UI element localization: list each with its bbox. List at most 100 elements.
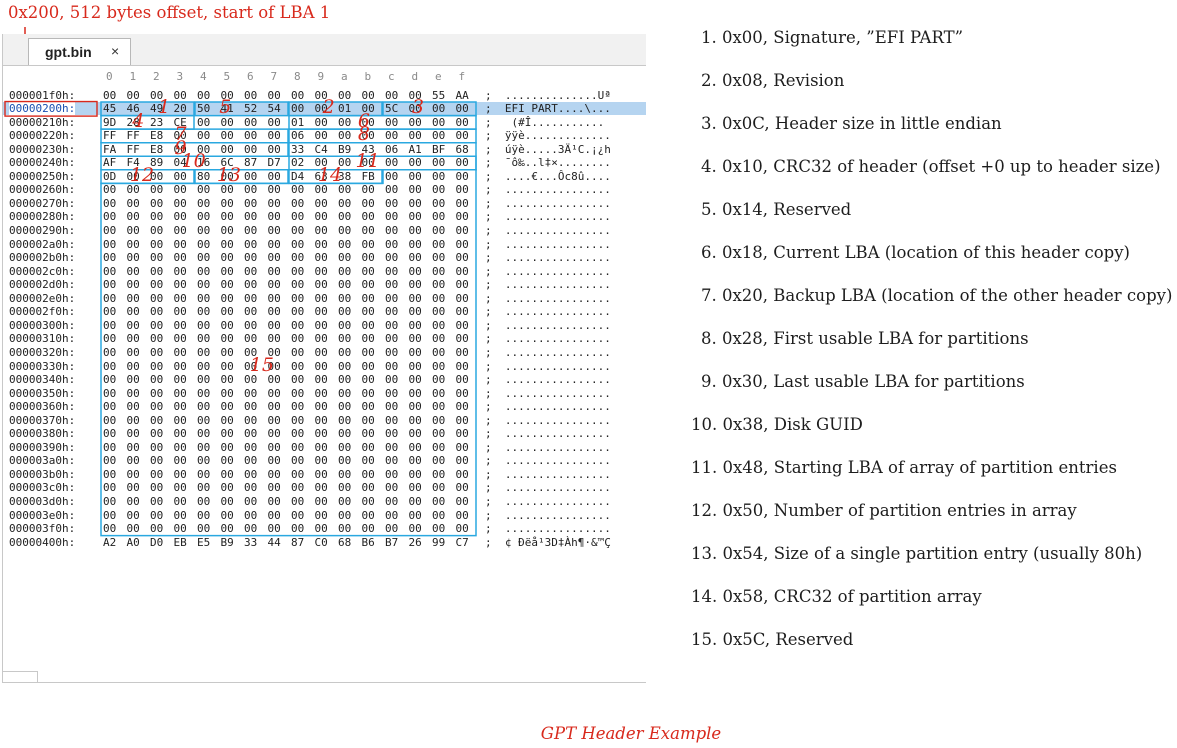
hex-byte[interactable]: 00 (361, 345, 375, 359)
hex-byte[interactable]: 04 (173, 156, 187, 170)
hex-byte[interactable]: FB (361, 169, 375, 183)
hex-byte[interactable]: 00 (220, 508, 234, 522)
hex-byte[interactable]: 00 (197, 237, 211, 251)
hex-byte[interactable]: 00 (103, 345, 117, 359)
hex-byte[interactable]: 00 (220, 237, 234, 251)
hex-byte[interactable]: 00 (267, 196, 281, 210)
hex-byte[interactable]: 00 (455, 278, 469, 292)
hex-byte[interactable]: 00 (244, 427, 258, 441)
hex-byte[interactable]: 00 (197, 413, 211, 427)
hex-byte[interactable]: 00 (173, 440, 187, 454)
hex-byte[interactable]: 00 (103, 318, 117, 332)
hex-byte[interactable]: 00 (338, 224, 352, 237)
hex-byte[interactable]: 00 (150, 251, 164, 265)
hex-byte[interactable]: 00 (103, 413, 117, 427)
hex-byte[interactable]: 00 (150, 359, 164, 373)
hex-byte[interactable]: 00 (126, 481, 140, 495)
hex-byte[interactable]: 00 (126, 264, 140, 278)
hex-byte[interactable]: 00 (103, 427, 117, 441)
hex-byte[interactable]: 00 (408, 345, 422, 359)
hex-byte[interactable]: 87 (291, 535, 305, 549)
hex-byte[interactable]: 00 (408, 156, 422, 170)
hex-byte[interactable]: 00 (173, 237, 187, 251)
hex-byte[interactable]: 00 (267, 237, 281, 251)
hex-byte[interactable]: 00 (197, 400, 211, 414)
hex-byte[interactable]: 00 (244, 359, 258, 373)
hex-byte[interactable]: 00 (126, 467, 140, 481)
hex-byte[interactable]: 00 (314, 88, 328, 102)
hex-byte[interactable]: 00 (220, 332, 234, 346)
hex-byte[interactable]: 00 (361, 467, 375, 481)
hex-byte[interactable]: 00 (103, 359, 117, 373)
hex-byte[interactable]: 00 (314, 264, 328, 278)
hex-byte[interactable]: 06 (291, 129, 305, 143)
hex-row[interactable]: 000001f0h: 00 00 00 00 00 00 00 00 00 00 00 00 00 00 55… (3, 89, 646, 102)
hex-byte[interactable]: 00 (314, 115, 328, 129)
hex-byte[interactable]: 00 (432, 508, 446, 522)
hex-byte[interactable]: 00 (455, 508, 469, 522)
hex-byte[interactable]: 00 (244, 386, 258, 400)
hex-byte[interactable]: 00 (361, 129, 375, 143)
hex-byte[interactable]: 00 (244, 224, 258, 237)
hex-byte[interactable]: 00 (244, 332, 258, 346)
hex-byte[interactable]: 00 (455, 237, 469, 251)
hex-byte[interactable]: 00 (126, 318, 140, 332)
hex-byte[interactable]: 00 (432, 305, 446, 319)
hex-byte[interactable]: F4 (126, 156, 140, 170)
hex-byte[interactable]: 00 (455, 440, 469, 454)
hex-byte[interactable]: 00 (197, 359, 211, 373)
hex-byte[interactable]: 89 (150, 156, 164, 170)
hex-byte[interactable]: 52 (244, 102, 258, 116)
hex-byte[interactable]: 00 (432, 427, 446, 441)
hex-byte[interactable]: E8 (150, 129, 164, 143)
hex-byte[interactable]: 00 (126, 522, 140, 536)
hex-byte[interactable]: 16 (197, 156, 211, 170)
hex-byte[interactable]: 00 (220, 196, 234, 210)
hex-byte[interactable]: 00 (267, 88, 281, 102)
hex-byte[interactable]: 00 (455, 183, 469, 197)
hex-byte[interactable]: 00 (150, 386, 164, 400)
hex-byte[interactable]: 00 (291, 495, 305, 508)
hex-byte[interactable]: C4 (314, 142, 328, 156)
hex-byte[interactable]: 00 (385, 522, 399, 536)
hex-byte[interactable]: 00 (408, 305, 422, 319)
hex-byte[interactable]: 00 (455, 196, 469, 210)
hex-byte[interactable]: 00 (385, 427, 399, 441)
hex-byte[interactable]: 00 (385, 481, 399, 495)
hex-byte[interactable]: 00 (150, 224, 164, 237)
hex-byte[interactable]: 00 (361, 264, 375, 278)
hex-byte[interactable]: 00 (244, 251, 258, 265)
hex-byte[interactable]: 00 (150, 454, 164, 468)
hex-byte[interactable]: 00 (291, 318, 305, 332)
hex-byte[interactable]: 00 (408, 169, 422, 183)
hex-byte[interactable]: 00 (220, 318, 234, 332)
hex-byte[interactable]: 00 (432, 183, 446, 197)
hex-byte[interactable]: 00 (173, 481, 187, 495)
hex-byte[interactable]: 00 (455, 318, 469, 332)
hex-byte[interactable]: 00 (173, 373, 187, 387)
scrollbar[interactable] (3, 671, 38, 682)
hex-byte[interactable]: 00 (220, 386, 234, 400)
hex-byte[interactable]: 00 (385, 129, 399, 143)
hex-byte[interactable]: 00 (126, 345, 140, 359)
hex-byte[interactable]: 00 (314, 278, 328, 292)
hex-byte[interactable]: C0 (314, 535, 328, 549)
hex-byte[interactable]: 33 (291, 142, 305, 156)
hex-row[interactable]: 000003e0h: 00 00 00 00 00 00 00 00 00 00 00 00 00 00 00… (3, 509, 646, 522)
hex-byte[interactable]: 00 (220, 278, 234, 292)
hex-byte[interactable]: FF (126, 129, 140, 143)
hex-byte[interactable]: 00 (385, 156, 399, 170)
hex-byte[interactable]: 54 (267, 102, 281, 116)
hex-byte[interactable]: 00 (314, 495, 328, 508)
hex-byte[interactable]: 00 (361, 332, 375, 346)
hex-byte[interactable]: 00 (197, 508, 211, 522)
hex-byte[interactable]: 00 (408, 264, 422, 278)
hex-byte[interactable]: 00 (385, 210, 399, 224)
hex-byte[interactable]: 00 (150, 169, 164, 183)
hex-byte[interactable]: 00 (361, 156, 375, 170)
hex-byte[interactable]: 00 (432, 196, 446, 210)
hex-byte[interactable]: 00 (197, 467, 211, 481)
hex-row[interactable]: 000003a0h: 00 00 00 00 00 00 00 00 00 00 00 00 00 00 00… (3, 454, 646, 467)
hex-byte[interactable]: 00 (432, 359, 446, 373)
hex-byte[interactable]: 00 (432, 224, 446, 237)
